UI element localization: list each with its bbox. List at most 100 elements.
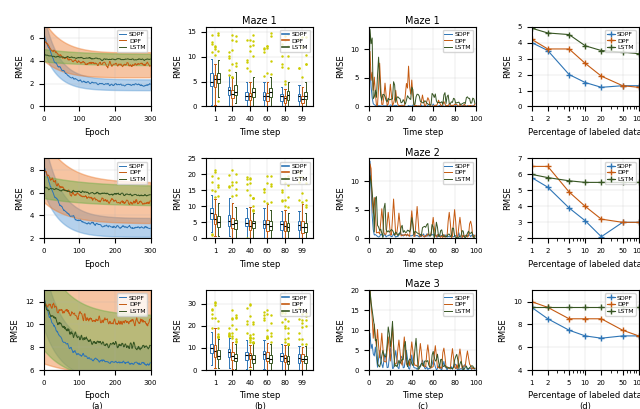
DPF [40,299,47,303]
Y-axis label: RMSE: RMSE [173,318,182,342]
Line: SDPF: SDPF [369,67,475,106]
Title: Maze 2: Maze 2 [405,148,440,157]
Line: SDPF: SDPF [529,175,640,240]
DPF [528,37,536,42]
SDPF [387,102,394,107]
DPF [105,321,113,326]
SDPF [391,356,399,361]
DPF [420,103,428,108]
DPF [581,316,589,321]
X-axis label: Time step: Time step [239,128,280,137]
Line: SDPF: SDPF [529,305,640,341]
LSTM [40,184,48,189]
Line: LSTM: LSTM [44,187,150,196]
Line: DPF: DPF [369,52,475,106]
SDPF [598,85,605,90]
LSTM [544,175,552,180]
DPF [136,319,144,324]
DPF [40,299,48,303]
SDPF [420,366,428,371]
LSTM [366,288,374,293]
DPF [598,74,605,79]
SDPF [528,40,536,45]
LSTM [147,192,154,197]
Line: DPF: DPF [529,164,640,225]
X-axis label: Percentage of labeled data
(d): Percentage of labeled data (d) [528,391,640,409]
X-axis label: Time step
(b): Time step (b) [239,391,280,409]
LSTM [387,97,394,102]
DPF [544,164,552,169]
Line: DPF: DPF [369,164,475,238]
SDPF [431,103,438,108]
SDPF [565,205,573,210]
LSTM [528,172,536,177]
DPF [387,359,394,364]
DPF [103,317,111,322]
Line: LSTM: LSTM [44,298,150,350]
DPF [465,234,472,238]
X-axis label: Epoch: Epoch [84,260,110,269]
LSTM [143,193,150,198]
DPF [420,364,428,369]
X-axis label: Time step: Time step [402,128,443,137]
X-axis label: Percentage of labeled data: Percentage of labeled data [528,128,640,137]
Line: DPF: DPF [529,36,640,90]
DPF [137,198,145,203]
LSTM [431,355,438,360]
DPF [544,47,552,52]
LSTM [106,57,113,62]
LSTM [131,58,138,63]
LSTM [365,338,372,343]
DPF [528,164,536,169]
LSTM [468,363,476,368]
SDPF [103,81,111,86]
SDPF [146,226,154,231]
SDPF [40,293,47,298]
LSTM [391,233,399,238]
DPF [458,235,466,240]
SDPF [468,233,476,238]
X-axis label: Epoch
(a): Epoch (a) [84,391,110,409]
LSTM [104,191,111,196]
Legend: SDPF, DPF, LSTM: SDPF, DPF, LSTM [117,293,147,316]
DPF [619,328,627,333]
LSTM [598,48,605,53]
DPF [40,168,48,173]
SDPF [528,175,536,180]
Line: DPF: DPF [44,301,150,326]
SDPF [140,84,147,89]
Line: SDPF: SDPF [44,32,150,86]
DPF [144,324,152,328]
SDPF [544,48,552,53]
LSTM [103,342,111,346]
Y-axis label: RMSE: RMSE [335,55,345,79]
SDPF [130,226,138,231]
SDPF [598,234,605,239]
Y-axis label: RMSE: RMSE [503,55,512,79]
LSTM [565,305,573,310]
DPF [40,38,47,43]
LSTM [429,225,437,229]
LSTM [366,173,374,178]
Line: SDPF: SDPF [369,333,475,370]
LSTM [581,180,589,185]
DPF [105,200,113,205]
Legend: SDPF, DPF, LSTM: SDPF, DPF, LSTM [280,162,310,184]
SDPF [136,83,144,88]
Legend: SDPF, DPF, LSTM: SDPF, DPF, LSTM [605,293,636,316]
SDPF [103,223,111,228]
SDPF [468,367,476,372]
LSTM [635,180,640,185]
DPF [147,317,154,321]
DPF [565,189,573,194]
LSTM [130,341,138,346]
SDPF [103,82,111,87]
SDPF [544,316,552,321]
DPF [103,199,111,204]
LSTM [544,305,552,310]
DPF [103,317,111,321]
DPF [40,39,48,44]
Legend: SDPF, DPF, LSTM: SDPF, DPF, LSTM [280,293,310,316]
Line: LSTM: LSTM [529,172,640,185]
Line: DPF: DPF [44,170,150,204]
